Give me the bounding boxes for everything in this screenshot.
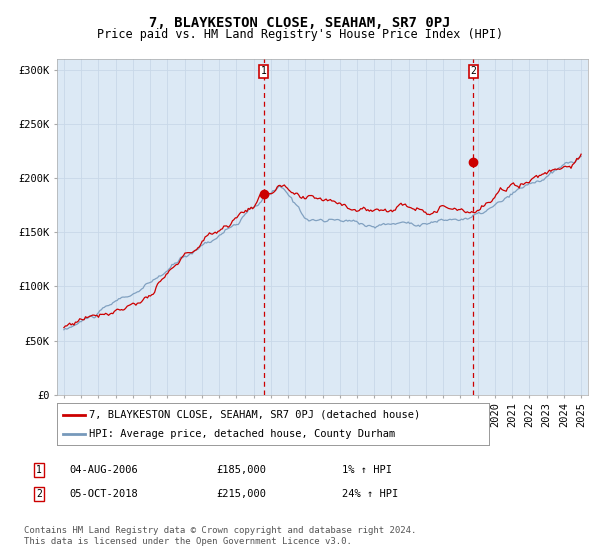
Text: 7, BLAYKESTON CLOSE, SEAHAM, SR7 0PJ (detached house): 7, BLAYKESTON CLOSE, SEAHAM, SR7 0PJ (de… (89, 409, 421, 419)
Text: 2: 2 (470, 67, 476, 76)
Text: 05-OCT-2018: 05-OCT-2018 (69, 489, 138, 499)
Text: £215,000: £215,000 (216, 489, 266, 499)
Text: 1: 1 (36, 465, 42, 475)
Text: 1% ↑ HPI: 1% ↑ HPI (342, 465, 392, 475)
Text: Contains HM Land Registry data © Crown copyright and database right 2024.
This d: Contains HM Land Registry data © Crown c… (24, 526, 416, 546)
Text: Price paid vs. HM Land Registry's House Price Index (HPI): Price paid vs. HM Land Registry's House … (97, 28, 503, 41)
Text: 2: 2 (36, 489, 42, 499)
Text: 24% ↑ HPI: 24% ↑ HPI (342, 489, 398, 499)
Text: HPI: Average price, detached house, County Durham: HPI: Average price, detached house, Coun… (89, 429, 395, 439)
Text: £185,000: £185,000 (216, 465, 266, 475)
Text: 04-AUG-2006: 04-AUG-2006 (69, 465, 138, 475)
Text: 1: 1 (260, 67, 266, 76)
Text: 7, BLAYKESTON CLOSE, SEAHAM, SR7 0PJ: 7, BLAYKESTON CLOSE, SEAHAM, SR7 0PJ (149, 16, 451, 30)
